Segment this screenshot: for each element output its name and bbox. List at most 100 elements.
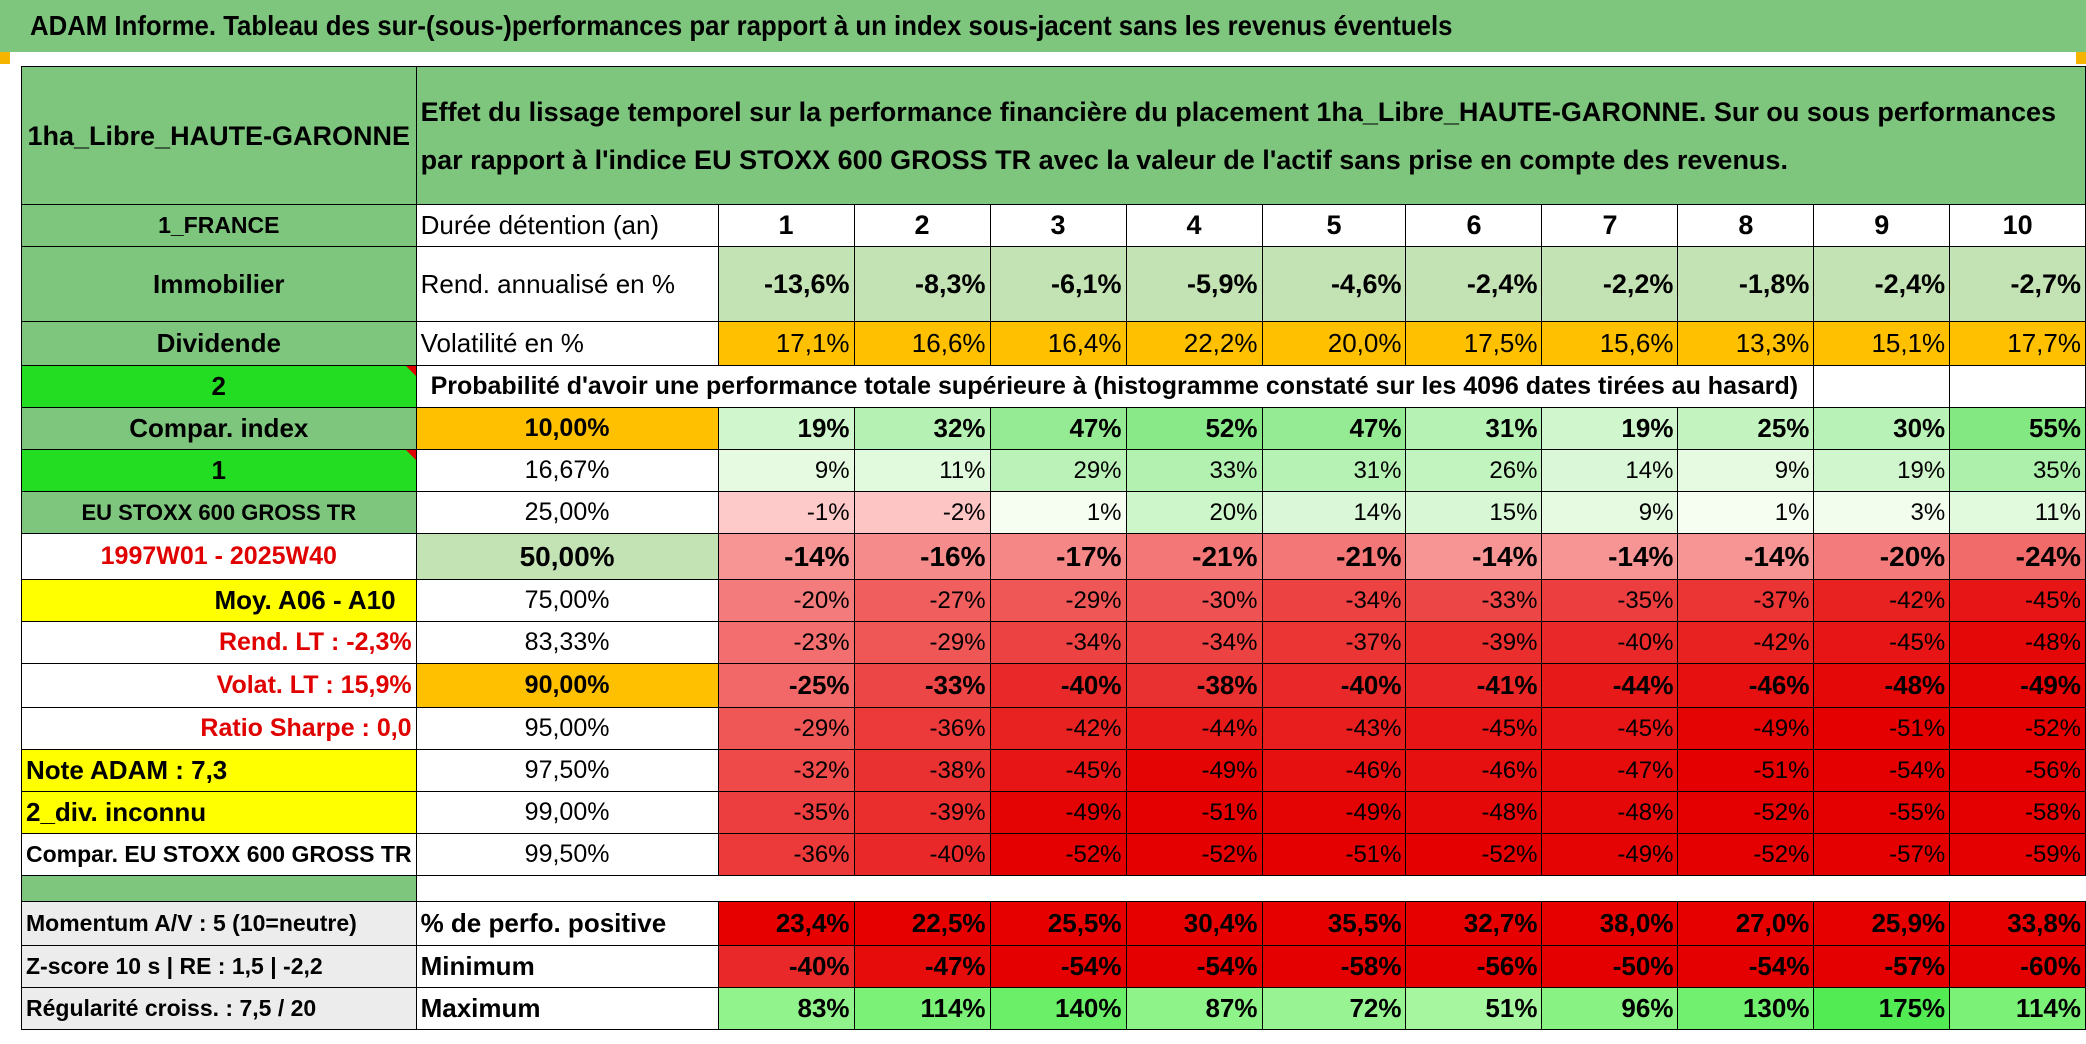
percentile-value: -34%	[1261, 579, 1407, 622]
percentile-value: -51%	[1261, 833, 1407, 876]
maximum-value: 96%	[1541, 987, 1679, 1030]
minimum-value: -54%	[1125, 945, 1263, 988]
vol-value: 17,5%	[1405, 321, 1543, 366]
year-header: 5	[1261, 204, 1407, 247]
percentile-value: -25%	[717, 663, 855, 708]
regularite-label: Régularité croiss. : 7,5 / 20	[21, 987, 417, 1030]
percentile-value: -21%	[1261, 533, 1407, 580]
percentile-value: -51%	[1677, 749, 1815, 792]
percentile-label: 10,00%	[415, 407, 719, 450]
year-header: 4	[1125, 204, 1263, 247]
percentile-value: -42%	[989, 707, 1127, 750]
perfo-pos-value: 38,0%	[1541, 901, 1679, 946]
percentile-value: -40%	[989, 663, 1127, 708]
perfo-pos-value: 25,5%	[989, 901, 1127, 946]
percentile-value: -46%	[1261, 749, 1407, 792]
percentile-value: -49%	[1261, 791, 1407, 834]
percentile-value: -52%	[1125, 833, 1263, 876]
minimum-value: -54%	[1677, 945, 1815, 988]
empty-cell	[1813, 365, 1951, 408]
maximum-value: 114%	[1949, 987, 2086, 1030]
vol-value: 15,1%	[1813, 321, 1951, 366]
minimum-value: -54%	[989, 945, 1127, 988]
percentile-value: -1%	[717, 491, 855, 534]
percentile-label: 75,00%	[415, 579, 719, 622]
percentile-value: -56%	[1949, 749, 2086, 792]
sharpe-label: Ratio Sharpe : 0,0	[21, 707, 417, 750]
note-label: Note ADAM : 7,3	[21, 749, 417, 792]
year-header: 6	[1405, 204, 1543, 247]
percentile-value: -29%	[717, 707, 855, 750]
percentile-value: -45%	[1813, 621, 1951, 664]
percentile-value: 9%	[1677, 449, 1815, 492]
percentile-value: -40%	[853, 833, 991, 876]
percentile-value: -48%	[1813, 663, 1951, 708]
percentile-value: -59%	[1949, 833, 2086, 876]
percentile-value: 31%	[1261, 449, 1407, 492]
selector-b[interactable]: 1	[21, 449, 417, 492]
percentile-value: 20%	[1125, 491, 1263, 534]
report-title: ADAM Informe. Tableau des sur-(sous-)per…	[0, 0, 2086, 52]
percentile-value: -21%	[1125, 533, 1263, 580]
percentile-value: -27%	[853, 579, 991, 622]
percentile-value: -51%	[1813, 707, 1951, 750]
percentile-value: -14%	[1677, 533, 1815, 580]
compar-full-label: Compar. EU STOXX 600 GROSS TR	[21, 833, 417, 876]
percentile-value: -49%	[1125, 749, 1263, 792]
percentile-value: 19%	[1541, 407, 1679, 450]
percentile-value: -39%	[1405, 621, 1543, 664]
percentile-value: -37%	[1261, 621, 1407, 664]
percentile-value: -40%	[1541, 621, 1679, 664]
percentile-value: -2%	[853, 491, 991, 534]
rend-value: -5,9%	[1125, 246, 1263, 322]
rend-value: -2,2%	[1541, 246, 1679, 322]
percentile-value: -46%	[1405, 749, 1543, 792]
percentile-value: 55%	[1949, 407, 2086, 450]
vol-label: Volatilité en %	[415, 321, 719, 366]
perfo-pos-value: 32,7%	[1405, 901, 1543, 946]
percentile-value: 47%	[989, 407, 1127, 450]
rend-value: -2,4%	[1813, 246, 1951, 322]
percentile-label: 50,00%	[415, 533, 719, 580]
percentile-value: -33%	[1405, 579, 1543, 622]
percentile-value: 9%	[1541, 491, 1679, 534]
vol-value: 16,6%	[853, 321, 991, 366]
percentile-value: 11%	[1949, 491, 2086, 534]
perfo-pos-value: 25,9%	[1813, 901, 1951, 946]
percentile-value: 1%	[1677, 491, 1815, 534]
maximum-value: 72%	[1261, 987, 1407, 1030]
percentile-value: -54%	[1813, 749, 1951, 792]
perfo-pos-value: 33,8%	[1949, 901, 2086, 946]
corner-marker	[2076, 52, 2086, 64]
percentile-value: -40%	[1261, 663, 1407, 708]
percentile-value: 30%	[1813, 407, 1951, 450]
perfo-pos-value: 23,4%	[717, 901, 855, 946]
percentile-value: -38%	[1125, 663, 1263, 708]
minimum-value: -57%	[1813, 945, 1951, 988]
percentile-value: -48%	[1541, 791, 1679, 834]
rend-value: -2,7%	[1949, 246, 2086, 322]
percentile-value: -36%	[853, 707, 991, 750]
maximum-value: 83%	[717, 987, 855, 1030]
selector-a[interactable]: 2	[21, 365, 417, 408]
percentile-value: -20%	[1813, 533, 1951, 580]
percentile-value: -45%	[1949, 579, 2086, 622]
percentile-label: 16,67%	[415, 449, 719, 492]
percentile-label: 25,00%	[415, 491, 719, 534]
percentile-value: -49%	[1949, 663, 2086, 708]
percentile-value: 52%	[1125, 407, 1263, 450]
percentile-value: -52%	[1677, 791, 1815, 834]
maximum-value: 175%	[1813, 987, 1951, 1030]
div-label: 2_div. inconnu	[21, 791, 417, 834]
compar-index-label: Compar. index	[21, 407, 417, 450]
year-header: 9	[1813, 204, 1951, 247]
percentile-value: -47%	[1541, 749, 1679, 792]
percentile-value: -48%	[1949, 621, 2086, 664]
percentile-value: -41%	[1405, 663, 1543, 708]
percentile-value: -35%	[1541, 579, 1679, 622]
asset-name: 1ha_Libre_HAUTE-GARONNE	[21, 66, 417, 205]
percentile-value: -42%	[1677, 621, 1815, 664]
percentile-label: 90,00%	[415, 663, 719, 708]
index-name: EU STOXX 600 GROSS TR	[21, 491, 417, 534]
percentile-value: -51%	[1125, 791, 1263, 834]
